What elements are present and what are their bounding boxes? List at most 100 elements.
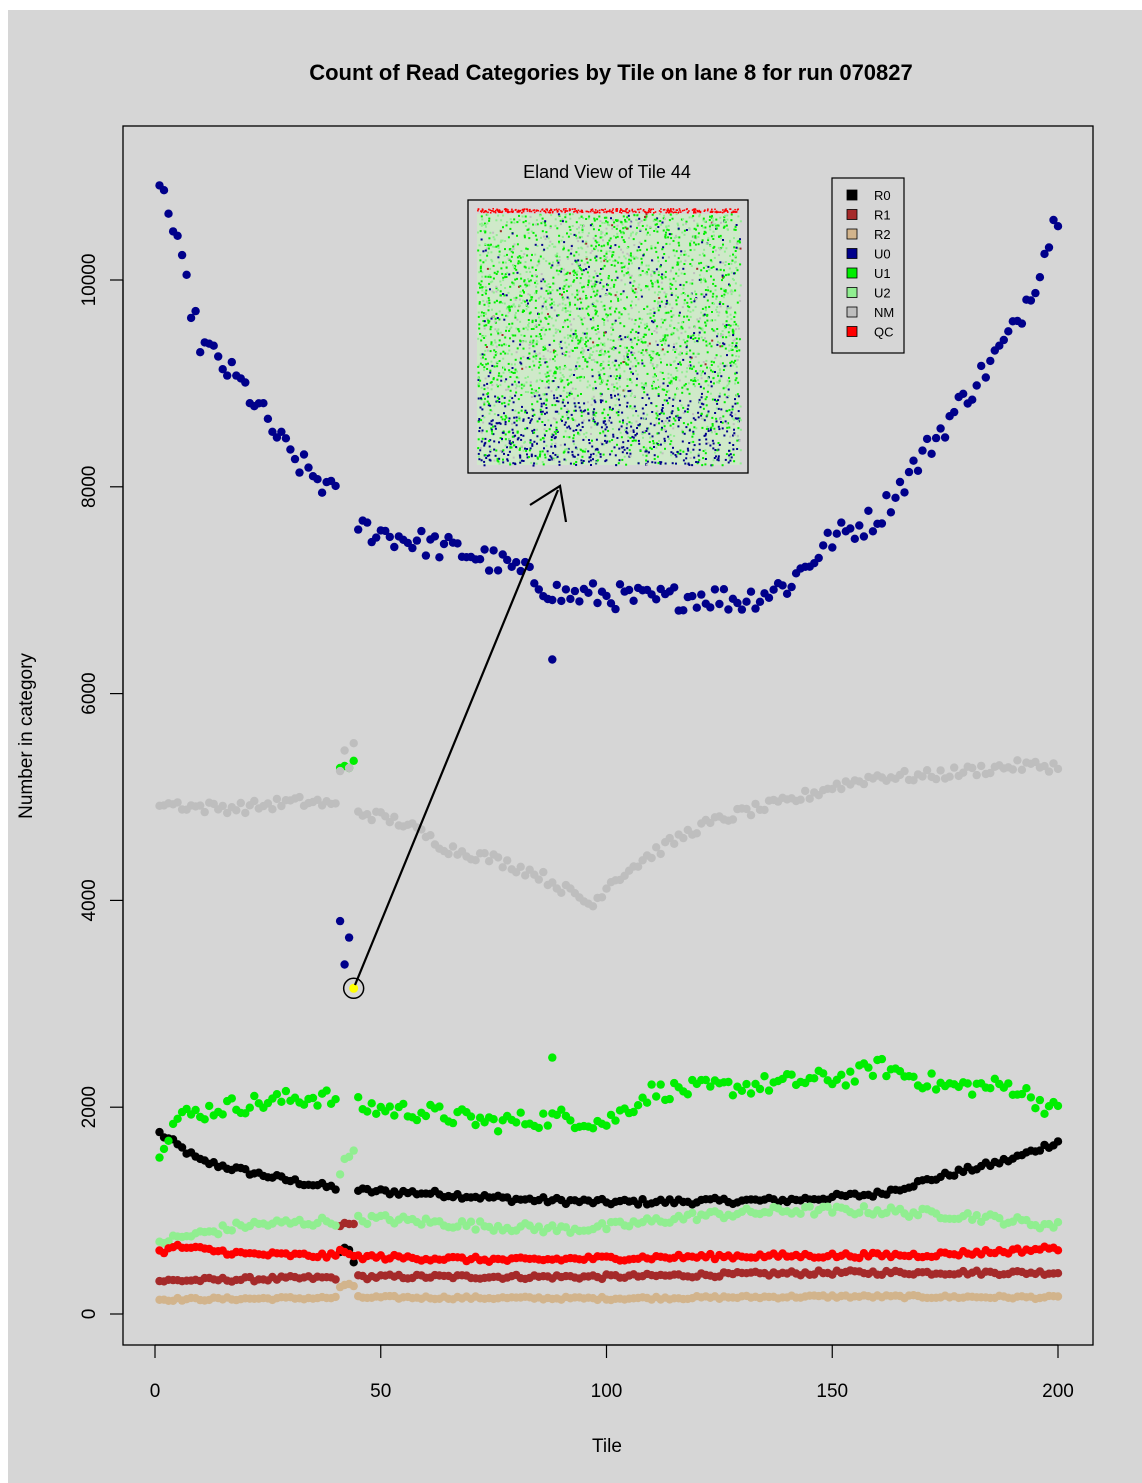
inset-dot	[628, 237, 630, 239]
inset-dot	[606, 283, 608, 286]
inset-dot	[511, 422, 513, 425]
inset-dot	[488, 320, 491, 323]
inset-dot	[710, 464, 713, 467]
inset-dot	[523, 234, 526, 237]
inset-dot	[586, 386, 589, 389]
inset-dot	[536, 245, 539, 247]
inset-dot	[492, 236, 495, 239]
inset-dot	[522, 289, 524, 292]
inset-dot	[732, 339, 735, 342]
inset-dot	[715, 354, 718, 357]
inset-dot	[526, 453, 528, 456]
inset-dot	[633, 244, 636, 247]
inset-dot	[651, 270, 654, 273]
inset-dot	[542, 393, 545, 396]
inset-dot	[611, 407, 614, 410]
inset-dot	[668, 278, 671, 281]
inset-dot	[492, 433, 495, 436]
point-U1	[819, 1069, 828, 1078]
inset-dot	[583, 263, 586, 266]
inset-dot	[629, 252, 632, 255]
inset-dot-QC	[494, 211, 497, 214]
inset-dot	[574, 296, 577, 299]
inset-dot	[564, 216, 567, 219]
inset-dot	[508, 420, 510, 423]
inset-dot	[584, 242, 586, 245]
inset-dot	[714, 412, 717, 414]
point-U0	[787, 582, 796, 592]
inset-dot	[578, 217, 581, 220]
inset-dot	[568, 375, 571, 378]
inset-dot	[676, 414, 679, 417]
inset-dot	[634, 439, 637, 442]
inset-dot	[735, 371, 738, 374]
inset-dot	[530, 455, 533, 458]
inset-dot	[558, 303, 561, 306]
inset-dot	[657, 260, 660, 263]
inset-dot	[538, 361, 541, 364]
inset-dot	[586, 234, 589, 237]
inset-dot	[495, 345, 498, 348]
inset-dot	[675, 356, 678, 359]
inset-dot-QC	[680, 211, 682, 213]
inset-dot	[711, 224, 714, 227]
inset-dot-QC	[499, 211, 501, 213]
inset-dot	[593, 420, 596, 423]
inset-dot-QC	[563, 208, 565, 210]
inset-dot	[739, 263, 742, 266]
inset-dot	[704, 321, 707, 324]
inset-dot	[623, 325, 626, 328]
point-U0	[453, 539, 462, 548]
inset-dot	[576, 262, 579, 265]
inset-dot	[602, 239, 604, 242]
inset-dot	[569, 313, 572, 316]
inset-dot	[657, 226, 660, 228]
point-NM	[223, 808, 232, 818]
inset-dot-QC	[581, 209, 583, 212]
inset-dot-QC	[569, 208, 571, 211]
inset-dot	[524, 377, 527, 379]
inset-dot	[595, 462, 598, 465]
point-QC	[349, 1251, 358, 1261]
inset-dot	[534, 352, 537, 355]
inset-dot-QC	[646, 211, 648, 214]
inset-dot	[562, 268, 565, 271]
inset-dot	[698, 443, 701, 446]
inset-dot	[711, 215, 713, 218]
inset-dot	[545, 299, 548, 302]
inset-dot	[529, 447, 532, 450]
inset-dot	[622, 361, 625, 363]
inset-dot	[568, 351, 571, 354]
inset-dot	[641, 407, 644, 410]
point-U0	[223, 371, 232, 380]
inset-dot	[637, 350, 640, 353]
inset-dot	[702, 219, 705, 222]
inset-dot	[717, 254, 720, 256]
inset-dot	[665, 299, 668, 302]
inset-dot	[484, 243, 487, 245]
inset-dot	[551, 458, 554, 461]
inset-dot	[545, 375, 548, 378]
inset-dot	[668, 219, 671, 222]
inset-dot	[479, 283, 482, 286]
inset-dot	[689, 244, 692, 247]
inset-dot	[599, 257, 602, 260]
inset-dot	[544, 224, 547, 227]
inset-dot	[611, 255, 613, 258]
inset-dot	[565, 346, 568, 349]
inset-dot	[502, 366, 505, 369]
inset-dot	[730, 293, 733, 296]
inset-dot	[518, 330, 521, 333]
inset-dot	[611, 254, 614, 256]
inset-dot	[710, 431, 713, 434]
point-U0	[1049, 215, 1058, 225]
inset-dot	[645, 450, 648, 453]
inset-dot	[509, 327, 511, 330]
inset-dot	[514, 363, 516, 366]
inset-dot	[574, 419, 577, 422]
inset-dot-QC	[668, 211, 670, 214]
inset-dot	[697, 236, 700, 238]
inset-dot	[627, 271, 630, 274]
inset-dot	[624, 264, 626, 267]
point-NM	[534, 875, 543, 884]
